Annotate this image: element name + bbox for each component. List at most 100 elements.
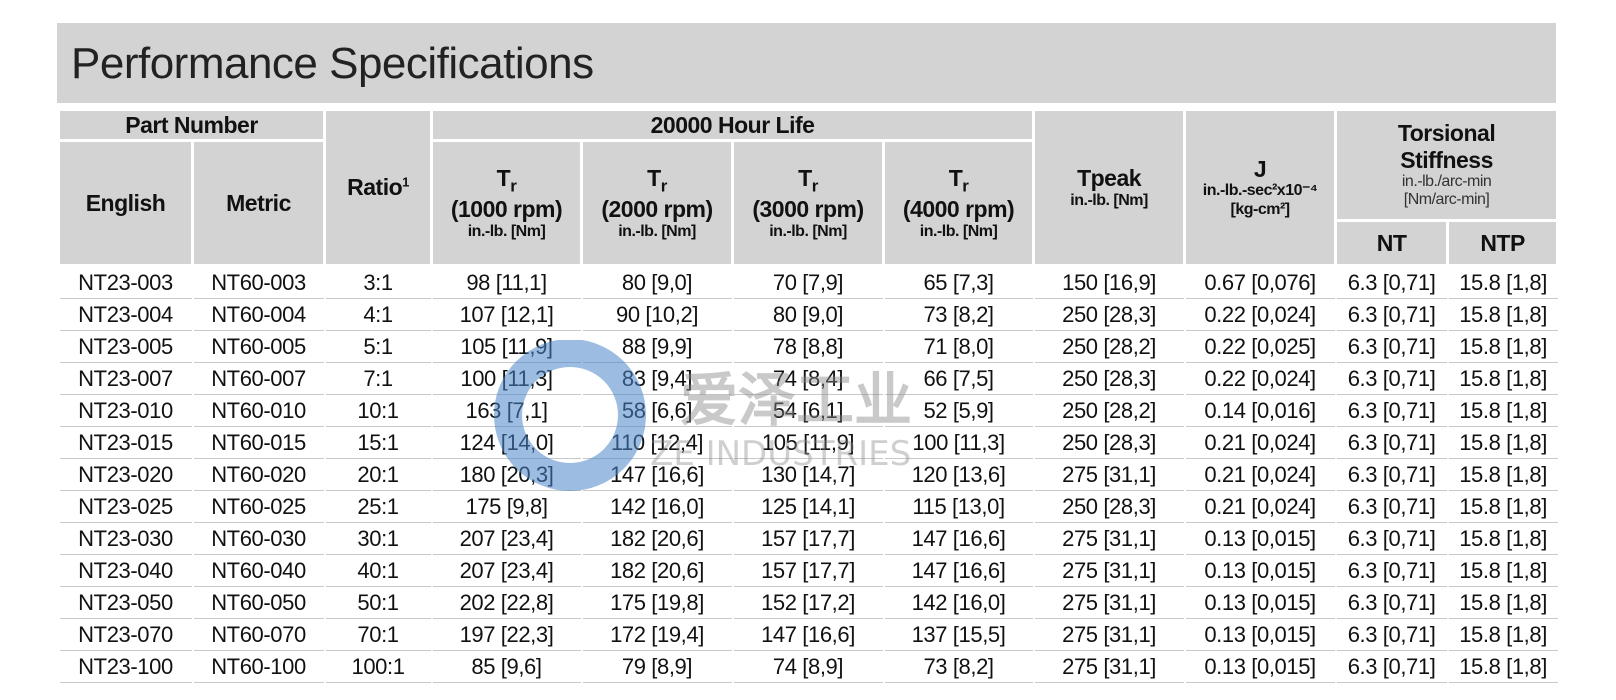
column-header: Tr (1000 rpm) in.-lb. [Nm] xyxy=(430,139,584,267)
table-cell: 275 [31,1] xyxy=(1032,586,1185,619)
table-row: NT23-007 NT60-007 7:1 100 [11,3] 83 [9,4] 74 … xyxy=(57,362,1558,395)
table-cell: 157 [17,7] xyxy=(731,554,884,587)
table-cell: 125 [14,1] xyxy=(731,490,884,523)
table-cell: 88 [9,9] xyxy=(580,330,733,363)
table-cell: NT60-004 xyxy=(191,298,325,331)
header-label: T xyxy=(798,165,812,192)
table-cell: NT23-025 xyxy=(57,490,193,523)
footnote-mark: 1 xyxy=(402,174,409,190)
table-cell: NT60-015 xyxy=(191,426,325,459)
header-label: (4000 rpm) xyxy=(902,196,1015,223)
table-cell: 15.8 [1,8] xyxy=(1446,522,1558,555)
table-cell: 7:1 xyxy=(323,362,432,395)
header-sub: r xyxy=(660,176,668,196)
table-cell: 182 [20,6] xyxy=(580,554,733,587)
table-cell: 79 [8,9] xyxy=(580,650,733,683)
table-cell: 74 [8,9] xyxy=(731,650,884,683)
table-cell: 0.21 [0,024] xyxy=(1183,458,1336,491)
table-cell: 142 [16,0] xyxy=(882,586,1034,619)
table-cell: NT23-030 xyxy=(57,522,193,555)
table-cell: NT23-007 xyxy=(57,362,193,395)
table-cell: NT60-005 xyxy=(191,330,325,363)
table-cell: NT23-070 xyxy=(57,618,193,651)
table-cell: NT60-030 xyxy=(191,522,325,555)
column-header: Metric xyxy=(190,139,327,267)
table-cell: 5:1 xyxy=(323,330,432,363)
table-cell: 6.3 [0,71] xyxy=(1334,362,1448,395)
table-cell: NT23-015 xyxy=(57,426,193,459)
table-cell: 80 [9,0] xyxy=(580,265,733,299)
table-row: NT23-070 NT60-070 70:1 197 [22,3] 172 [19,4]… xyxy=(57,618,1558,651)
header-label: (3000 rpm) xyxy=(752,196,864,223)
column-header: Ratio1 xyxy=(323,108,434,267)
table-cell: 15:1 xyxy=(323,426,432,459)
table-cell: 6.3 [0,71] xyxy=(1334,618,1448,651)
header-unit: in.-lb. [Nm] xyxy=(618,222,696,240)
table-cell: 152 [17,2] xyxy=(731,586,884,619)
table-cell: 25:1 xyxy=(323,490,432,523)
table-cell: 15.8 [1,8] xyxy=(1446,265,1558,299)
table-row: NT23-030 NT60-030 30:1 207 [23,4] 182 [20,6]… xyxy=(57,522,1558,555)
table-cell: NT60-040 xyxy=(191,554,325,587)
header-label: Stiffness xyxy=(1400,146,1493,173)
table-cell: 83 [9,4] xyxy=(580,362,733,395)
table-cell: NT60-003 xyxy=(191,265,325,299)
table-cell: 20:1 xyxy=(323,458,432,491)
header-unit: [Nm/arc-min] xyxy=(1403,191,1490,209)
table-cell: 73 [8,2] xyxy=(882,298,1034,331)
table-cell: 130 [14,7] xyxy=(731,458,884,491)
table-row: NT23-050 NT60-050 50:1 202 [22,8] 175 [19,8]… xyxy=(57,586,1558,619)
header-unit: in.-lb.-sec²x10⁻⁴ xyxy=(1202,182,1318,200)
table-cell: 250 [28,3] xyxy=(1032,426,1185,459)
table-cell: 120 [13,6] xyxy=(882,458,1034,491)
table-row: NT23-020 NT60-020 20:1 180 [20,3] 147 [16,6]… xyxy=(57,458,1558,491)
column-header: NT xyxy=(1334,219,1450,267)
table-cell: 175 [19,8] xyxy=(580,586,733,619)
table-cell: 50:1 xyxy=(323,586,432,619)
table-cell: NT23-100 xyxy=(57,650,193,683)
table-cell: 107 [12,1] xyxy=(430,298,582,331)
table-cell: 100:1 xyxy=(323,650,432,683)
column-header: Tr (4000 rpm) in.-lb. [Nm] xyxy=(882,139,1036,267)
table-cell: NT23-040 xyxy=(57,554,193,587)
table-cell: 110 [12,4] xyxy=(580,426,733,459)
table-cell: 100 [11,3] xyxy=(882,426,1034,459)
header-label: J xyxy=(1253,155,1267,182)
table-cell: 6.3 [0,71] xyxy=(1334,554,1448,587)
table-cell: 0.21 [0,024] xyxy=(1183,490,1336,523)
table-cell: 3:1 xyxy=(323,265,432,299)
table-cell: 115 [13,0] xyxy=(882,490,1034,523)
table-cell: 147 [16,6] xyxy=(580,458,733,491)
table-cell: 275 [31,1] xyxy=(1032,554,1185,587)
table-cell: NT23-003 xyxy=(57,265,193,299)
table-cell: 66 [7,5] xyxy=(882,362,1034,395)
table-cell: 15.8 [1,8] xyxy=(1446,618,1558,651)
table-cell: 58 [6,6] xyxy=(580,394,733,427)
table-cell: 6.3 [0,71] xyxy=(1334,265,1448,299)
group-header: 20000 Hour Life xyxy=(430,108,1036,142)
table-cell: 0.13 [0,015] xyxy=(1183,650,1336,683)
table-cell: 157 [17,7] xyxy=(731,522,884,555)
table-cell: 6.3 [0,71] xyxy=(1334,298,1448,331)
header-label: T xyxy=(948,165,963,192)
table-cell: 85 [9,6] xyxy=(430,650,582,683)
table-cell: 80 [9,0] xyxy=(731,298,884,331)
table-cell: 74 [8,4] xyxy=(731,362,884,395)
table-row: NT23-040 NT60-040 40:1 207 [23,4] 182 [20,6]… xyxy=(57,554,1558,587)
header-unit: in.-lb. [Nm] xyxy=(919,222,998,240)
table-cell: 78 [8,8] xyxy=(731,330,884,363)
table-cell: 207 [23,4] xyxy=(430,554,582,587)
table-cell: 250 [28,2] xyxy=(1032,330,1185,363)
table-cell: 71 [8,0] xyxy=(882,330,1034,363)
table-cell: 15.8 [1,8] xyxy=(1446,490,1558,523)
header-unit: in.-lb. [Nm] xyxy=(1070,191,1148,209)
table-cell: 0.22 [0,024] xyxy=(1183,362,1336,395)
table-cell: 250 [28,3] xyxy=(1032,298,1185,331)
table-cell: 6.3 [0,71] xyxy=(1334,586,1448,619)
table-cell: 105 [11,9] xyxy=(731,426,884,459)
table-cell: 180 [20,3] xyxy=(430,458,582,491)
table-cell: 0.14 [0,016] xyxy=(1183,394,1336,427)
table-cell: 54 [6,1] xyxy=(731,394,884,427)
